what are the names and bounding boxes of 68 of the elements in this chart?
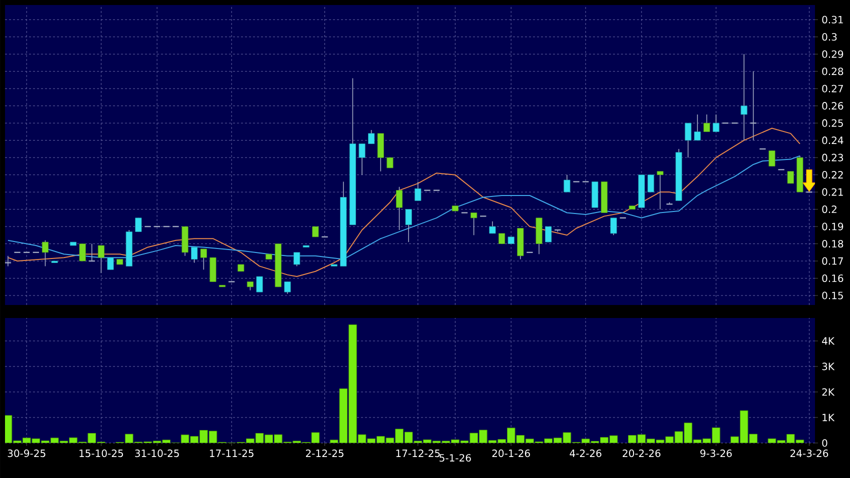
candlestick (191, 246, 198, 264)
y-tick-label: 0.19 (822, 222, 844, 230)
candlestick (405, 208, 412, 242)
candlestick (740, 54, 748, 141)
y-tick-label: 0.16 (822, 274, 844, 282)
candlestick (545, 226, 552, 242)
y-tick-label: 0.25 (822, 119, 843, 127)
candlestick (564, 174, 570, 192)
y-tick-label: 0.18 (822, 240, 844, 248)
y-tick-label: 4K (822, 337, 835, 345)
candlestick (610, 218, 617, 236)
candlestick (489, 220, 496, 234)
candlestick (358, 143, 366, 176)
y-tick-label: 0.24 (822, 136, 844, 144)
y-tick-label: 2K (822, 388, 835, 396)
candlestick (648, 174, 654, 192)
x-tick-label: 31-10-25 (135, 450, 179, 458)
x-tick-label: 17-12-25 (396, 450, 440, 458)
y-tick-label: 0.17 (822, 257, 843, 265)
candlestick (694, 114, 701, 141)
y-tick-label: 0.26 (822, 102, 844, 110)
y-tick-label: 0.31 (822, 16, 843, 24)
candlestick (368, 130, 375, 144)
candlestick (498, 233, 506, 244)
candlestick (684, 122, 692, 158)
candlestick (470, 212, 478, 236)
y-tick-label: 0.15 (822, 292, 843, 300)
candlestick (42, 240, 49, 267)
x-tick-label: 9-3-26 (700, 450, 732, 458)
y-tick-label: 1K (822, 414, 835, 422)
candlestick (712, 114, 720, 132)
y-tick-label: 0.29 (822, 50, 844, 58)
candlestick (135, 218, 142, 232)
x-tick-label: 5-1-26 (440, 454, 471, 462)
y-tick-label: 0.22 (822, 171, 843, 179)
candlestick (787, 170, 794, 184)
candlestick (5, 255, 12, 267)
candlestick (294, 252, 300, 267)
y-tick-label: 0.21 (822, 188, 843, 196)
candlestick (396, 186, 403, 230)
x-tick-label: 20-2-26 (622, 450, 660, 458)
y-tick-label: 0.3 (822, 33, 837, 41)
x-tick-label: 2-12-25 (306, 450, 344, 458)
candlestick (79, 244, 86, 262)
y-tick-label: 0.27 (822, 84, 843, 92)
candlestick (386, 157, 394, 168)
candlestick (98, 245, 104, 274)
x-tick-label: 20-1-26 (492, 450, 530, 458)
y-tick-label: 0 (822, 439, 828, 447)
candlestick (703, 114, 710, 132)
y-tick-label: 0.23 (822, 154, 843, 162)
y-tick-label: 3K (822, 362, 835, 370)
candlestick (284, 281, 291, 294)
candlestick (656, 170, 664, 210)
candlestick (312, 226, 319, 238)
x-tick-label: 17-11-25 (210, 450, 254, 458)
line-series (7, 128, 800, 278)
candlestick (107, 257, 114, 270)
candlestick (414, 181, 422, 202)
candlestick (256, 276, 263, 292)
x-tick-label: 30-9-25 (8, 450, 46, 458)
candlestick (200, 248, 207, 270)
x-tick-label: 24-3-26 (790, 450, 828, 458)
y-tick-label: 0.2 (822, 206, 836, 214)
x-tick-label: 4-2-26 (570, 450, 602, 458)
x-tick-label: 15-10-25 (80, 450, 123, 458)
candlestick (768, 150, 776, 167)
y-tick-label: 0.28 (822, 68, 844, 76)
